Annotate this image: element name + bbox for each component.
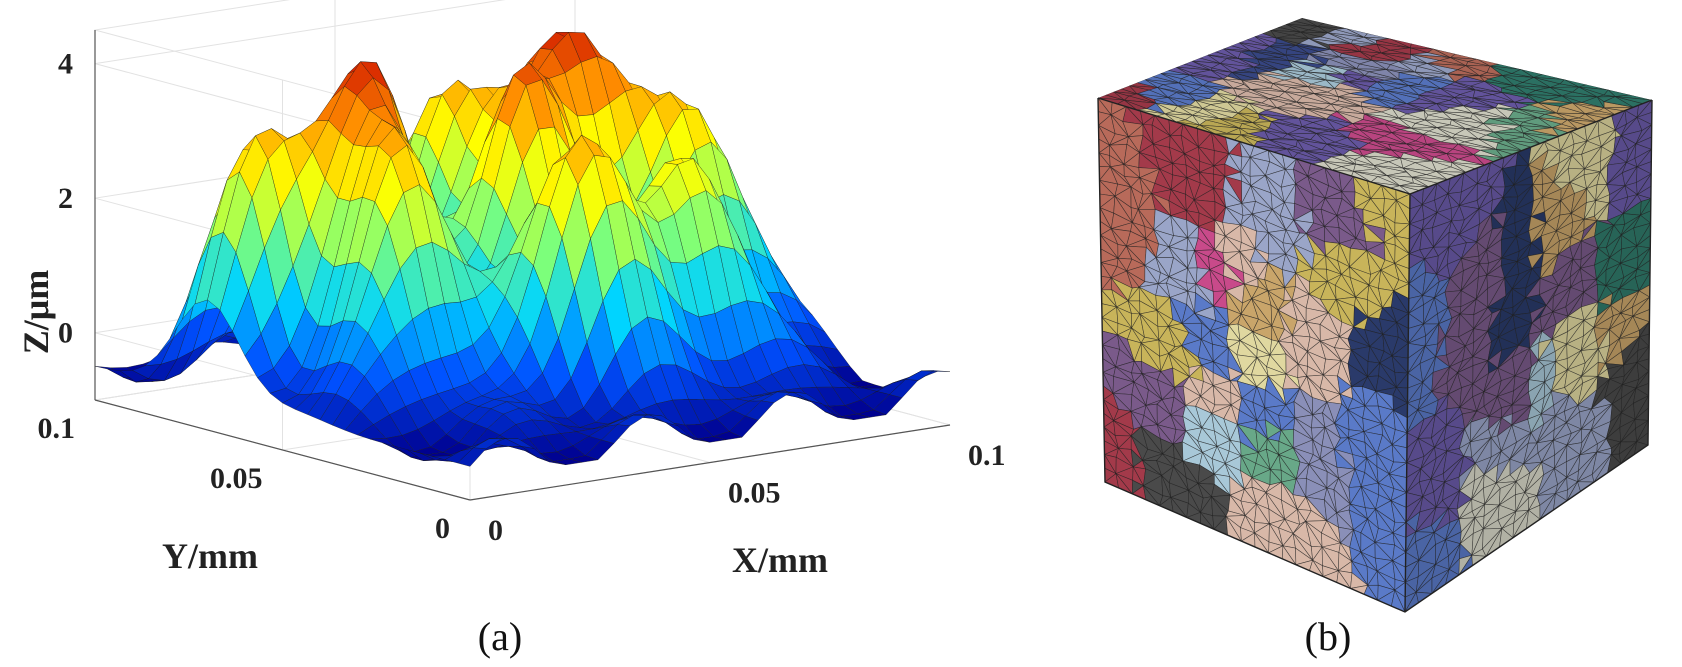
- surface-cell: [921, 370, 951, 372]
- cube-top-face: [1098, 18, 1652, 194]
- y-tick-label: 0: [435, 512, 450, 545]
- x-tick-label: 0.1: [968, 439, 1006, 472]
- y-tick-label: 0.1: [38, 412, 76, 445]
- z-tick-label: 0: [58, 317, 73, 350]
- y-tick-label: 0.05: [210, 462, 263, 495]
- surface-plot: 0 2 4 0 0.05 0.1 0 0.05 0.1 Z/μm Y/mm X/mm: [16, 0, 1006, 580]
- z-tick-label: 4: [58, 48, 73, 81]
- x-ticks: 0 0.05 0.1: [488, 439, 1006, 547]
- y-ticks: 0 0.05 0.1: [38, 412, 451, 545]
- x-tick-label: 0: [488, 514, 503, 547]
- panel-label-a: (a): [478, 614, 522, 659]
- z-ticks: 0 2 4: [58, 48, 73, 350]
- z-axis-label: Z/μm: [16, 270, 56, 354]
- mesh-element: [1415, 591, 1433, 604]
- cube-edges: [1097, 97, 1653, 613]
- surface-cell: [904, 370, 935, 381]
- panel-label-b: (b): [1305, 614, 1352, 659]
- z-tick-label: 2: [58, 182, 73, 215]
- mesh-cube: [1097, 18, 1653, 613]
- x-tick-label: 0.05: [728, 477, 781, 510]
- y-axis-label: Y/mm: [162, 536, 258, 576]
- cube-right-face: [1405, 100, 1652, 612]
- cube-left-face: [1098, 98, 1410, 612]
- x-axis-label: X/mm: [732, 540, 828, 580]
- surface: [94, 31, 951, 467]
